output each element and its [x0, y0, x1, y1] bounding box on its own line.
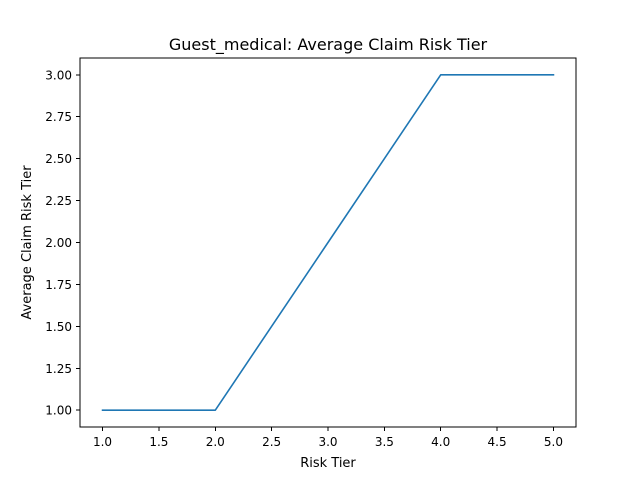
y-tick-label: 1.50	[45, 320, 72, 334]
x-tick-label: 5.0	[544, 435, 563, 449]
x-tick-label: 4.0	[431, 435, 450, 449]
series-line	[101, 73, 555, 412]
y-tick-label: 2.00	[45, 236, 72, 250]
y-axis-label: Average Claim Risk Tier	[20, 165, 35, 320]
y-tick-label: 2.25	[45, 194, 72, 208]
x-axis-label: Risk Tier	[300, 456, 356, 471]
y-tick-label: 1.75	[45, 278, 72, 292]
x-tick-label: 1.5	[149, 435, 168, 449]
y-tick-label: 3.00	[45, 68, 72, 82]
x-tick-label: 1.0	[93, 435, 112, 449]
x-axis: 1.0 1.5 2.0 2.5 3.0 3.5 4.0 4.5 5.0	[93, 427, 563, 449]
x-tick-label: 4.5	[488, 435, 507, 449]
y-tick-label: 1.25	[45, 362, 72, 376]
x-tick-label: 2.0	[206, 435, 225, 449]
chart-title: Guest_medical: Average Claim Risk Tier	[169, 35, 488, 55]
y-tick-label: 1.00	[45, 404, 72, 418]
x-tick-label: 3.0	[318, 435, 337, 449]
y-tick-label: 2.75	[45, 110, 72, 124]
x-tick-label: 3.5	[375, 435, 394, 449]
plot-area	[101, 73, 555, 412]
y-tick-label: 2.50	[45, 152, 72, 166]
y-axis: 1.00 1.25 1.50 1.75 2.00 2.25 2.50 2.75 3.00	[45, 68, 80, 418]
x-tick-label: 2.5	[262, 435, 281, 449]
